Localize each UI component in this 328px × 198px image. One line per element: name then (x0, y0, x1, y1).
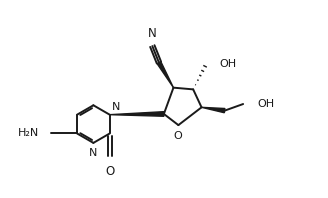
Text: N: N (112, 102, 121, 112)
Text: N: N (89, 148, 97, 158)
Text: N: N (148, 27, 157, 40)
Text: O: O (105, 165, 114, 178)
Text: OH: OH (258, 99, 275, 109)
Polygon shape (201, 107, 225, 113)
Polygon shape (110, 112, 164, 116)
Polygon shape (157, 62, 174, 88)
Text: O: O (173, 131, 182, 141)
Text: OH: OH (219, 59, 237, 69)
Text: H₂N: H₂N (18, 129, 39, 138)
